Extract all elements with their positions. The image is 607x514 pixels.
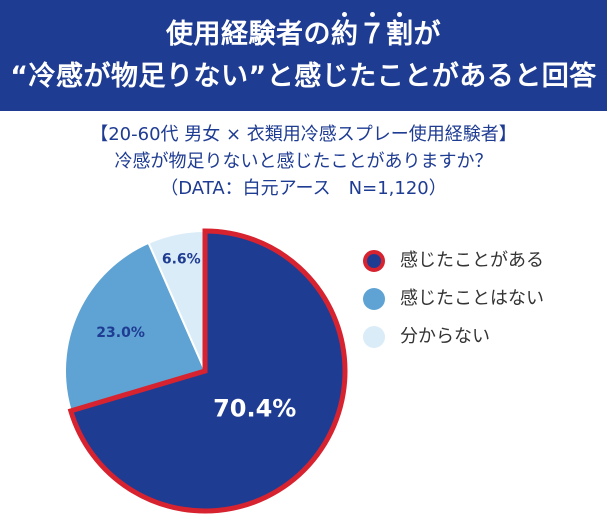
survey-source: （DATA：白元アース N=1,120） bbox=[160, 178, 447, 199]
legend-swatch bbox=[363, 326, 385, 348]
headline-line-2: “冷感が物足りない”と感じたことがあると回答 bbox=[10, 61, 597, 92]
headline-emphasis-char: 割 bbox=[386, 12, 414, 50]
headline-line-1: 使用経験者の約７割が bbox=[0, 12, 607, 52]
headline-line-1-suffix: が bbox=[413, 19, 441, 50]
slice-data-label: 70.4% bbox=[213, 395, 296, 423]
slice-data-label: 23.0% bbox=[96, 325, 145, 341]
legend-swatch bbox=[363, 250, 385, 272]
headline-emphasis-char: ７ bbox=[358, 12, 386, 50]
headline-banner: 使用経験者の約７割が “冷感が物足りない”と感じたことがあると回答 bbox=[0, 0, 607, 111]
pie-slice bbox=[64, 241, 207, 413]
headline-line-1-prefix: 使用経験者の bbox=[166, 19, 331, 50]
legend-swatch bbox=[363, 288, 385, 310]
legend-label: 感じたことはない bbox=[400, 288, 544, 309]
survey-question: 冷感が物足りないと感じたことがありますか？ bbox=[114, 151, 493, 172]
slice-data-label: 6.6% bbox=[162, 251, 201, 267]
legend-label: 感じたことがある bbox=[400, 250, 544, 271]
legend-label: 分からない bbox=[400, 326, 490, 347]
survey-target: 【20-60代 男女 × 衣類用冷感スプレー使用経験者】 bbox=[90, 124, 517, 145]
headline-emphasis-char: 約 bbox=[331, 12, 359, 50]
pie-slice bbox=[67, 228, 348, 514]
